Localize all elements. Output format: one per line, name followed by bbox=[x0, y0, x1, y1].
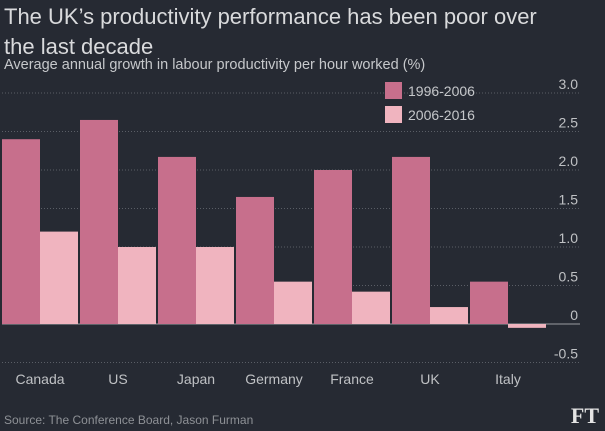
ft-logo: FT bbox=[570, 403, 599, 428]
legend-swatch bbox=[385, 82, 402, 99]
y-tick-label: -0.5 bbox=[554, 346, 578, 362]
bar-france-1996-2006 bbox=[314, 170, 352, 324]
bar-germany-2006-2016 bbox=[274, 281, 312, 324]
x-category-label: France bbox=[330, 371, 374, 387]
x-category-label: Japan bbox=[177, 371, 215, 387]
legend-swatch bbox=[385, 106, 402, 123]
source-note: Source: The Conference Board, Jason Furm… bbox=[4, 413, 254, 427]
legend: 1996-2006 2006-2016 bbox=[385, 82, 475, 123]
x-category-label: Canada bbox=[15, 371, 64, 387]
bar-japan-1996-2006 bbox=[158, 156, 196, 324]
bar-japan-2006-2016 bbox=[196, 247, 234, 324]
bar-france-2006-2016 bbox=[352, 291, 390, 324]
bar-germany-1996-2006 bbox=[236, 196, 274, 324]
x-axis-categories: Canada US Japan Germany France UK Italy bbox=[15, 371, 520, 387]
x-category-label: Germany bbox=[245, 371, 303, 387]
y-tick-label: 2.5 bbox=[559, 115, 579, 131]
y-tick-label: 0 bbox=[570, 307, 578, 323]
y-tick-label: 2.0 bbox=[559, 153, 579, 169]
y-tick-label: 0.5 bbox=[559, 269, 579, 285]
y-axis-ticks: 3.0 2.5 2.0 1.5 1.0 0.5 0 -0.5 bbox=[554, 76, 578, 362]
bar-us-2006-2016 bbox=[118, 247, 156, 324]
bar-us-1996-2006 bbox=[80, 119, 118, 324]
y-tick-label: 1.0 bbox=[559, 230, 579, 246]
bars bbox=[2, 119, 546, 328]
x-category-label: US bbox=[108, 371, 127, 387]
bar-uk-2006-2016 bbox=[430, 307, 468, 324]
legend-label: 2006-2016 bbox=[408, 107, 475, 123]
bar-canada-1996-2006 bbox=[2, 139, 40, 324]
bar-italy-1996-2006 bbox=[470, 281, 508, 324]
x-category-label: UK bbox=[420, 371, 440, 387]
chart-title: The UK’s productivity performance has be… bbox=[4, 4, 537, 59]
y-tick-label: 3.0 bbox=[559, 76, 579, 92]
bar-italy-2006-2016 bbox=[508, 324, 546, 328]
bar-canada-2006-2016 bbox=[40, 231, 78, 324]
x-category-label: Italy bbox=[495, 371, 521, 387]
y-tick-label: 1.5 bbox=[559, 192, 579, 208]
legend-label: 1996-2006 bbox=[408, 83, 475, 99]
bar-uk-1996-2006 bbox=[392, 156, 430, 324]
chart-subtitle: Average annual growth in labour producti… bbox=[4, 57, 426, 73]
